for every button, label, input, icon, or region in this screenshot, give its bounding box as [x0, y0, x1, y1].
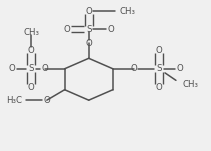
Text: O: O — [107, 25, 114, 34]
Text: O: O — [63, 25, 70, 34]
Text: S: S — [28, 64, 34, 73]
Text: O: O — [41, 64, 48, 73]
Text: O: O — [85, 7, 92, 16]
Text: O: O — [28, 83, 34, 92]
Text: S: S — [156, 64, 162, 73]
Text: O: O — [130, 64, 137, 73]
Text: S: S — [86, 25, 92, 34]
Text: O: O — [156, 83, 162, 92]
Text: O: O — [9, 64, 16, 73]
Text: O: O — [43, 96, 50, 105]
Text: O: O — [156, 46, 162, 55]
Text: CH₃: CH₃ — [182, 80, 198, 89]
Text: CH₃: CH₃ — [23, 28, 39, 37]
Text: H₃C: H₃C — [6, 96, 22, 105]
Text: O: O — [177, 64, 183, 73]
Text: O: O — [85, 39, 92, 48]
Text: O: O — [28, 46, 34, 55]
Text: CH₃: CH₃ — [119, 7, 135, 16]
